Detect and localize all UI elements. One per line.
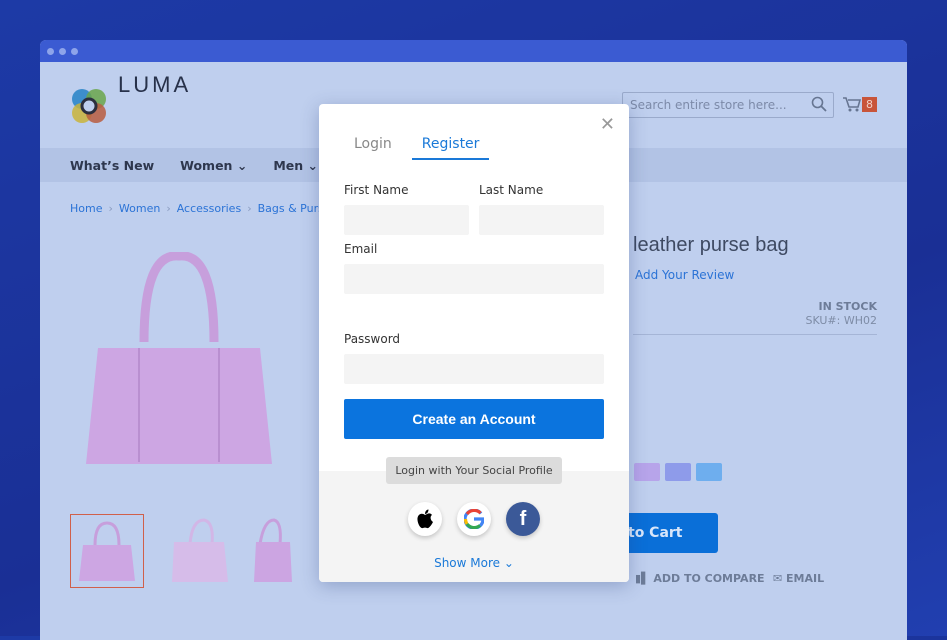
separator-icon: ›: [247, 202, 252, 215]
color-swatch[interactable]: [665, 463, 691, 481]
crumb-bags[interactable]: Bags & Purse: [257, 202, 331, 215]
apple-icon: [417, 509, 433, 529]
last-name-label: Last Name: [479, 183, 544, 197]
window-dot[interactable]: [71, 47, 78, 55]
divider: [633, 334, 877, 335]
separator-icon: ›: [108, 202, 113, 215]
luma-logo-icon[interactable]: [70, 87, 108, 125]
thumbnail-1[interactable]: [70, 514, 144, 588]
facebook-icon: f: [519, 507, 527, 530]
auth-tabs: Login Register: [344, 136, 490, 160]
crumb-accessories[interactable]: Accessories: [176, 202, 242, 215]
cart-count-badge[interactable]: 8: [862, 97, 877, 112]
separator-icon: ›: [166, 202, 171, 215]
crumb-home[interactable]: Home: [70, 202, 103, 215]
email-label: Email: [344, 242, 378, 256]
apple-login-button[interactable]: [408, 502, 442, 536]
search-icon[interactable]: [811, 96, 827, 112]
chevron-down-icon: ⌄: [503, 556, 514, 570]
color-swatch[interactable]: [634, 463, 660, 481]
product-image: [86, 252, 272, 464]
email-link[interactable]: ✉ EMAIL: [773, 572, 824, 585]
logo-text: LUMA: [118, 72, 192, 97]
product-title: leather purse bag: [633, 234, 789, 256]
search-input[interactable]: Search entire store here...: [622, 92, 834, 118]
last-name-input[interactable]: [479, 205, 604, 235]
window-dot[interactable]: [47, 47, 54, 55]
thumbnail-3[interactable]: [250, 514, 324, 588]
close-icon[interactable]: ✕: [599, 114, 615, 135]
email-input[interactable]: [344, 264, 604, 294]
envelope-icon: ✉: [773, 572, 787, 585]
google-login-button[interactable]: [457, 502, 491, 536]
facebook-login-button[interactable]: f: [506, 502, 540, 536]
password-label: Password: [344, 332, 401, 346]
crumb-women[interactable]: Women: [118, 202, 161, 215]
auth-modal: Login Register ✕ First Name Last Name Em…: [319, 104, 629, 582]
cart-icon[interactable]: [843, 96, 861, 112]
password-input[interactable]: [344, 354, 604, 384]
show-more-label: Show More: [434, 556, 501, 570]
nav-label: Men: [273, 157, 304, 173]
first-name-input[interactable]: [344, 205, 469, 235]
color-swatch[interactable]: [696, 463, 722, 481]
chevron-down-icon: ⌄: [236, 157, 248, 173]
stock-status: IN STOCK: [818, 300, 877, 313]
chevron-down-icon: ⌄: [307, 157, 318, 173]
google-icon: [464, 509, 484, 529]
first-name-label: First Name: [344, 183, 409, 197]
window-dot[interactable]: [59, 47, 66, 55]
thumbnail-2[interactable]: [166, 514, 240, 588]
title-bar: [40, 40, 907, 62]
nav-whats-new[interactable]: What’s New: [70, 157, 155, 173]
sku: SKU#: WH02: [805, 314, 877, 327]
create-account-button[interactable]: Create an Account: [344, 399, 604, 439]
bar-chart-icon: ▮▌: [635, 572, 654, 585]
show-more-link[interactable]: Show More ⌄: [319, 556, 629, 570]
add-to-compare-link[interactable]: ▮▌ ADD TO COMPARE: [635, 572, 765, 585]
tab-register[interactable]: Register: [411, 136, 490, 160]
add-review-link[interactable]: Add Your Review: [635, 268, 735, 282]
nav-women[interactable]: Women ⌄: [180, 158, 247, 173]
email-label: EMAIL: [786, 572, 825, 585]
social-login-label: Login with Your Social Profile: [386, 457, 562, 484]
breadcrumb: Home › Women › Accessories › Bags & Purse: [70, 202, 331, 215]
nav-label: Women: [180, 157, 233, 173]
nav-men[interactable]: Men ⌄: [273, 158, 318, 173]
compare-label: ADD TO COMPARE: [653, 572, 765, 585]
tab-login[interactable]: Login: [354, 136, 392, 152]
